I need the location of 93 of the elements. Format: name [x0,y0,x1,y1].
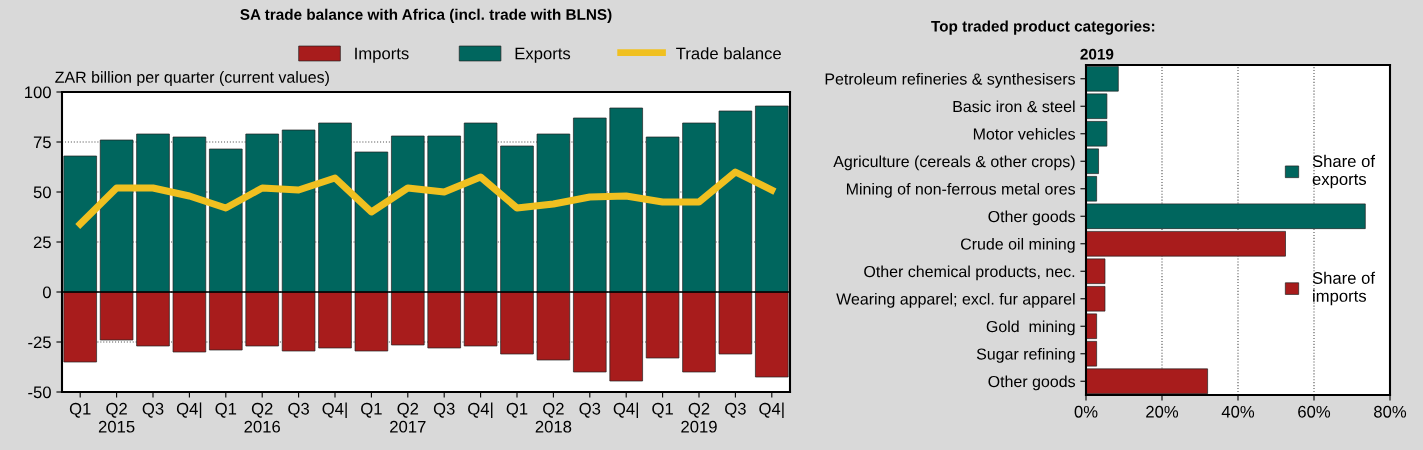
bar [427,291,461,349]
x-tick-label: Q2 2018 [535,402,572,433]
x-tick-label: Q4| [613,402,638,419]
x-tick-label: 40% [1221,405,1255,418]
legend-label: Exports [515,47,571,63]
y-tick-label: Mining of non-ferrous metal ores [846,182,1076,198]
x-tick-label: Q1 [652,402,673,418]
y-tick-label: Other chemical products, nec. [864,265,1075,281]
legend-label: Share of exports [1312,154,1376,189]
y-tick-label: Petroleum refineries & synthesisers [825,72,1076,88]
y-tick-label: 75 [33,136,51,149]
bar [645,291,680,359]
legend-label: Imports [355,47,409,63]
x-tick-label: Q3 [288,402,309,418]
bar [573,117,607,293]
bar [755,105,789,293]
bar [63,155,97,293]
bar [318,122,352,293]
bar [209,148,243,293]
x-tick-label: Q3 [433,402,455,418]
bar [172,291,207,353]
x-tick-label: Q4| [322,402,347,419]
chart-title: SA trade balance with Africa (incl. trade with BLNS) [240,8,612,23]
y-tick-label: Wearing apparel; excl. fur apparel [836,292,1075,308]
x-tick-label: 0% [1074,405,1098,418]
x-tick-label: Q1 [215,402,237,418]
bar [136,291,170,347]
bar [172,136,207,293]
y-tick-label: Other goods [988,210,1076,226]
bar [536,133,571,293]
bar [682,122,716,293]
x-tick-label: Q4| [468,402,493,419]
x-tick-label: Q4| [759,402,784,419]
x-tick-label: Q2 2019 [681,402,717,433]
bar [536,291,571,361]
legend-label: Trade balance [676,47,781,60]
y-tick-label: 100 [25,86,51,99]
y-tick-label: -50 [28,386,51,399]
bar [573,291,607,373]
y-tick-label: Agriculture (cereals & other crops) [833,155,1075,171]
chart-title: Top traded product categories: [931,20,1155,35]
bar [391,135,425,293]
x-tick-label: Q2 2017 [390,402,426,433]
bar [500,145,534,293]
y-tick-label: Motor vehicles [973,127,1076,140]
bar [718,110,753,293]
bar [281,291,316,352]
y-tick-label: 25 [33,236,51,249]
y-tick-label: 0 [42,286,51,299]
bar [209,291,243,351]
y-tick-label: Other goods [988,375,1076,391]
y-tick-label: Crude oil mining [960,237,1075,253]
y-tick-label: Sugar refining [976,347,1075,363]
bar [245,291,279,347]
bar [318,291,352,349]
bar [136,133,170,293]
bar [500,291,534,355]
bar [99,291,134,341]
chart-subtitle: 2019 [1080,48,1114,60]
legend-label: Share of imports [1312,271,1376,306]
bar [463,122,498,293]
y-tick-label: Basic iron & steel [953,100,1075,113]
bar [391,291,425,346]
bar [245,133,279,293]
x-tick-label: Q4| [176,402,202,419]
bar [281,129,316,293]
x-tick-label: Q3 [142,402,164,418]
x-tick-label: 20% [1146,405,1179,418]
bar [463,291,498,347]
x-tick-label: Q3 [725,402,746,418]
y-tick-label: -25 [28,336,51,349]
x-tick-label: 60% [1298,405,1331,418]
x-tick-label: Q3 [579,402,601,418]
bar [609,291,643,382]
x-tick-label: Q1 [506,402,528,418]
x-tick-label: Q1 [361,402,382,418]
bar [63,291,97,363]
bar [354,151,389,293]
bar [682,291,716,373]
bar [609,107,643,293]
bar [99,139,134,293]
y-axis-title: ZAR billion per quarter (current values) [55,71,329,86]
bar [645,136,680,293]
y-tick-label: Gold mining [986,320,1075,336]
bar [427,135,461,293]
x-tick-label: Q2 2016 [244,402,281,433]
x-tick-label: Q2 2015 [98,402,135,433]
bar [718,291,753,355]
bar [354,291,389,352]
x-tick-label: Q1 [69,402,91,418]
bar [755,291,789,378]
x-tick-label: 80% [1374,405,1407,418]
y-tick-label: 50 [33,186,51,199]
